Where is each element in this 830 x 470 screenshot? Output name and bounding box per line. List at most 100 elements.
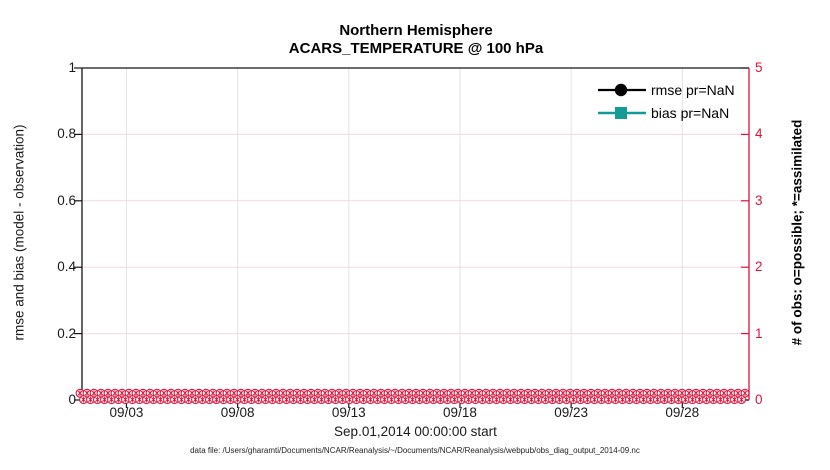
obs-assimilated-asterisk [595, 390, 601, 396]
obs-assimilated-asterisk [487, 397, 492, 403]
obs-assimilated-asterisk [707, 390, 713, 396]
obs-marker [485, 395, 494, 405]
obs-marker [107, 395, 116, 405]
obs-assimilated-asterisk [592, 397, 597, 403]
obs-assimilated-asterisk [231, 390, 237, 396]
obs-assimilated-asterisk [641, 397, 646, 403]
obs-assimilated-asterisk [574, 390, 580, 396]
obs-assimilated-asterisk [294, 390, 300, 396]
obs-assimilated-asterisk [532, 390, 538, 396]
obs-assimilated-asterisk [609, 390, 615, 396]
obs-assimilated-asterisk [77, 390, 83, 396]
obs-marker [548, 395, 557, 405]
obs-assimilated-asterisk [126, 390, 132, 396]
obs-assimilated-asterisk [522, 397, 527, 403]
obs-assimilated-asterisk [742, 390, 748, 396]
obs-assimilated-asterisk [697, 397, 702, 403]
obs-assimilated-asterisk [371, 390, 377, 396]
obs-assimilated-asterisk [186, 397, 191, 403]
obs-assimilated-asterisk [123, 397, 128, 403]
obs-assimilated-asterisk [385, 390, 391, 396]
obs-assimilated-asterisk [711, 397, 716, 403]
obs-assimilated-asterisk [84, 390, 90, 396]
obs-assimilated-asterisk [606, 397, 611, 403]
obs-assimilated-asterisk [119, 390, 125, 396]
obs-assimilated-asterisk [154, 390, 160, 396]
obs-assimilated-asterisk [235, 397, 240, 403]
obs-assimilated-asterisk [714, 390, 720, 396]
obs-assimilated-asterisk [539, 390, 545, 396]
obs-assimilated-asterisk [546, 390, 552, 396]
obs-assimilated-asterisk [732, 397, 737, 403]
obs-marker [432, 388, 442, 398]
obs-assimilated-asterisk [165, 397, 170, 403]
obs-assimilated-asterisk [690, 397, 695, 403]
obs-marker [240, 395, 249, 405]
obs-assimilated-asterisk [221, 397, 226, 403]
obs-assimilated-asterisk [382, 397, 387, 403]
obs-marker [219, 395, 228, 405]
obs-assimilated-asterisk [182, 390, 188, 396]
obs-marker [639, 395, 648, 405]
obs-assimilated-asterisk [305, 397, 310, 403]
obs-marker [593, 388, 603, 398]
obs-marker [408, 395, 417, 405]
obs-assimilated-asterisk [242, 397, 247, 403]
obs-marker [313, 388, 323, 398]
obs-marker [495, 388, 505, 398]
obs-marker [579, 388, 589, 398]
obs-assimilated-asterisk [116, 397, 121, 403]
obs-marker [737, 395, 746, 405]
obs-marker [404, 388, 414, 398]
obs-assimilated-asterisk [105, 390, 111, 396]
obs-assimilated-asterisk [739, 397, 744, 403]
obs-assimilated-asterisk [490, 390, 496, 396]
obs-assimilated-asterisk [350, 390, 356, 396]
obs-assimilated-asterisk [434, 390, 440, 396]
obs-assimilated-asterisk [151, 397, 156, 403]
obs-assimilated-asterisk [518, 390, 524, 396]
obs-assimilated-asterisk [679, 390, 685, 396]
obs-marker [663, 388, 673, 398]
left-y-tick-label: 0.2 [57, 325, 76, 341]
obs-assimilated-asterisk [284, 397, 289, 403]
obs-assimilated-asterisk [648, 397, 653, 403]
obs-assimilated-asterisk [158, 397, 163, 403]
obs-assimilated-asterisk [634, 397, 639, 403]
obs-assimilated-asterisk [504, 390, 510, 396]
obs-assimilated-asterisk [441, 390, 447, 396]
obs-marker [383, 388, 393, 398]
obs-marker [156, 395, 165, 405]
obs-assimilated-asterisk [375, 397, 380, 403]
obs-assimilated-asterisk [301, 390, 307, 396]
obs-assimilated-asterisk [410, 397, 415, 403]
left-y-tick-label: 0.4 [57, 259, 76, 275]
obs-marker [488, 388, 498, 398]
obs-assimilated-asterisk [627, 397, 632, 403]
obs-marker [726, 388, 736, 398]
obs-marker [373, 395, 382, 405]
obs-assimilated-asterisk [319, 397, 324, 403]
obs-marker [513, 395, 522, 405]
obs-assimilated-asterisk [392, 390, 398, 396]
obs-assimilated-asterisk [245, 390, 251, 396]
right-y-tick-label: 0 [755, 392, 763, 407]
obs-marker [394, 395, 403, 405]
obs-marker [520, 395, 529, 405]
obs-assimilated-asterisk [452, 397, 457, 403]
obs-assimilated-asterisk [189, 390, 195, 396]
obs-assimilated-asterisk [578, 397, 583, 403]
obs-marker [667, 395, 676, 405]
obs-marker [289, 395, 298, 405]
obs-assimilated-asterisk [193, 397, 198, 403]
obs-assimilated-asterisk [112, 390, 118, 396]
obs-marker [320, 388, 330, 398]
axes-spines [81, 67, 750, 401]
obs-assimilated-asterisk [196, 390, 202, 396]
plot-title: Northern Hemisphere [339, 22, 493, 39]
grid-layer [82, 68, 749, 400]
obs-assimilated-asterisk [662, 397, 667, 403]
obs-assimilated-asterisk [658, 390, 664, 396]
obs-assimilated-asterisk [473, 397, 478, 403]
